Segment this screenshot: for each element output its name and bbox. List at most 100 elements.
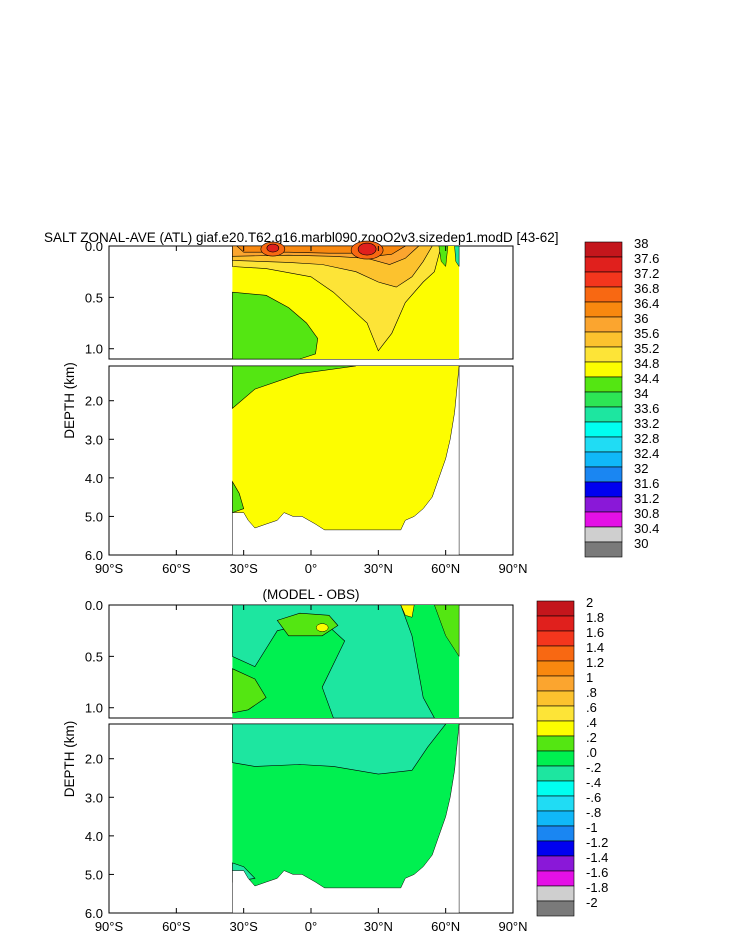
- colorbar-swatch: [584, 316, 623, 333]
- x-tick-label: 30°N: [364, 919, 393, 934]
- colorbar-swatch: [584, 526, 623, 543]
- colorbar-swatch: [584, 301, 623, 318]
- colorbar-label: 36.4: [634, 296, 659, 311]
- x-tick-label: 90°S: [95, 561, 124, 576]
- colorbar-swatch: [536, 825, 575, 842]
- y-tick-label: 6.0: [85, 906, 103, 921]
- y-tick-label: 0.5: [85, 290, 103, 305]
- colorbar-label: 31.6: [634, 476, 659, 491]
- x-tick-label: 0°: [305, 561, 317, 576]
- colorbar-label: 30.4: [634, 521, 659, 536]
- colorbar-label: .8: [586, 685, 597, 700]
- bias-subpolar: [434, 604, 460, 658]
- colorbar-swatch: [536, 645, 575, 662]
- bias-surface-peak: [315, 623, 329, 632]
- colorbar-swatch: [584, 406, 623, 423]
- y-tick-label: 2.0: [85, 752, 103, 767]
- colorbar-swatch: [584, 346, 623, 363]
- colorbar-swatch: [536, 675, 575, 692]
- diff-chart-title: (MODEL - OBS): [262, 587, 359, 602]
- colorbar-swatch: [536, 630, 575, 647]
- field-35-lower: [232, 366, 460, 530]
- colorbar-swatch: [584, 331, 623, 348]
- colorbar-swatch: [584, 241, 623, 258]
- x-tick-label: 90°N: [498, 561, 527, 576]
- bias-gulfstream: [400, 604, 415, 618]
- x-tick-label: 30°N: [364, 561, 393, 576]
- x-tick-label: 60°N: [431, 919, 460, 934]
- bias-positive-south: [232, 668, 267, 714]
- chart-title: SALT ZONAL-AVE (ATL) giaf.e20.T62.g16.ma…: [44, 230, 559, 245]
- colorbar-swatch: [536, 855, 575, 872]
- colorbar-swatch: [536, 810, 575, 827]
- y-tick-label: 3.0: [85, 432, 103, 447]
- colorbar-label: -2: [586, 895, 598, 910]
- colorbar-swatch: [536, 600, 575, 617]
- y-tick-label: 4.0: [85, 471, 103, 486]
- colorbar-swatch: [536, 795, 575, 812]
- x-tick-label: 0°: [305, 919, 317, 934]
- salinity-colorbar: 3837.637.236.836.43635.635.234.834.43433…: [584, 236, 659, 558]
- bias-colorbar: 21.81.61.41.21.8.6.4.2.0-.2-.4-.6-.8-1-1…: [536, 595, 608, 917]
- colorbar-swatch: [584, 256, 623, 273]
- salinity-panel: 90°S 60°S 30°S 0° 30°N 60°N 90°N 0.0 0.5 1.0 2.0 3.…: [62, 239, 528, 576]
- y-tick-label: 0.0: [85, 239, 103, 254]
- colorbar-label: .4: [586, 715, 597, 730]
- colorbar-swatch: [584, 436, 623, 453]
- colorbar-label: -.4: [586, 775, 601, 790]
- colorbar-label: 31.2: [634, 491, 659, 506]
- colorbar-label: 30: [634, 536, 648, 551]
- y-axis-label: DEPTH (km): [62, 721, 77, 798]
- colorbar-swatch: [584, 391, 623, 408]
- north-max-core: [357, 242, 377, 256]
- x-tick-label: 60°S: [162, 919, 191, 934]
- colorbar-label: 37.6: [634, 251, 659, 266]
- y-tick-label: 6.0: [85, 548, 103, 563]
- colorbar-swatch: [536, 690, 575, 707]
- colorbar-swatch: [584, 451, 623, 468]
- colorbar-label: 34: [634, 386, 648, 401]
- x-tick-label: 30°S: [229, 919, 258, 934]
- colorbar-label: -1.8: [586, 880, 608, 895]
- colorbar-label: 35.2: [634, 341, 659, 356]
- colorbar-swatch: [536, 765, 575, 782]
- colorbar-label: -.6: [586, 790, 601, 805]
- y-axis-label: DEPTH (km): [62, 362, 77, 439]
- colorbar-swatch: [584, 361, 623, 378]
- colorbar-swatch: [536, 735, 575, 752]
- colorbar-label: -.8: [586, 805, 601, 820]
- x-tick-label: 60°S: [162, 561, 191, 576]
- x-tick-label: 30°S: [229, 561, 258, 576]
- bottom-water-patch: [232, 480, 245, 514]
- y-tick-label: 1.0: [85, 342, 103, 357]
- colorbar-swatch: [536, 870, 575, 887]
- x-tick-label: 90°N: [498, 919, 527, 934]
- colorbar-label: 1: [586, 670, 593, 685]
- y-tick-label: 5.0: [85, 867, 103, 882]
- colorbar-label: 37.2: [634, 266, 659, 281]
- y-tick-label: 0.0: [85, 598, 103, 613]
- colorbar-swatch: [584, 511, 623, 528]
- arctic-fresh: [454, 245, 460, 268]
- colorbar-label: 36.8: [634, 281, 659, 296]
- bias-negative-upper: [232, 604, 435, 719]
- colorbar-label: -1.2: [586, 835, 608, 850]
- colorbar-label: .2: [586, 730, 597, 745]
- colorbar-label: 1.8: [586, 610, 604, 625]
- colorbar-swatch: [584, 271, 623, 288]
- colorbar-swatch: [584, 421, 623, 438]
- intermediate-water-tongue: [232, 365, 356, 410]
- y-tick-label: 0.5: [85, 649, 103, 664]
- colorbar-label: 32.8: [634, 431, 659, 446]
- colorbar-swatch: [536, 615, 575, 632]
- colorbar-swatch: [536, 900, 575, 917]
- colorbar-label: 34.4: [634, 371, 659, 386]
- colorbar-label: -1.6: [586, 865, 608, 880]
- colorbar-label: -.2: [586, 760, 601, 775]
- colorbar-label: 32: [634, 461, 648, 476]
- colorbar-swatch: [584, 541, 623, 558]
- colorbar-label: 35.6: [634, 326, 659, 341]
- colorbar-label: 30.8: [634, 506, 659, 521]
- seafloor-mask: [232, 723, 460, 914]
